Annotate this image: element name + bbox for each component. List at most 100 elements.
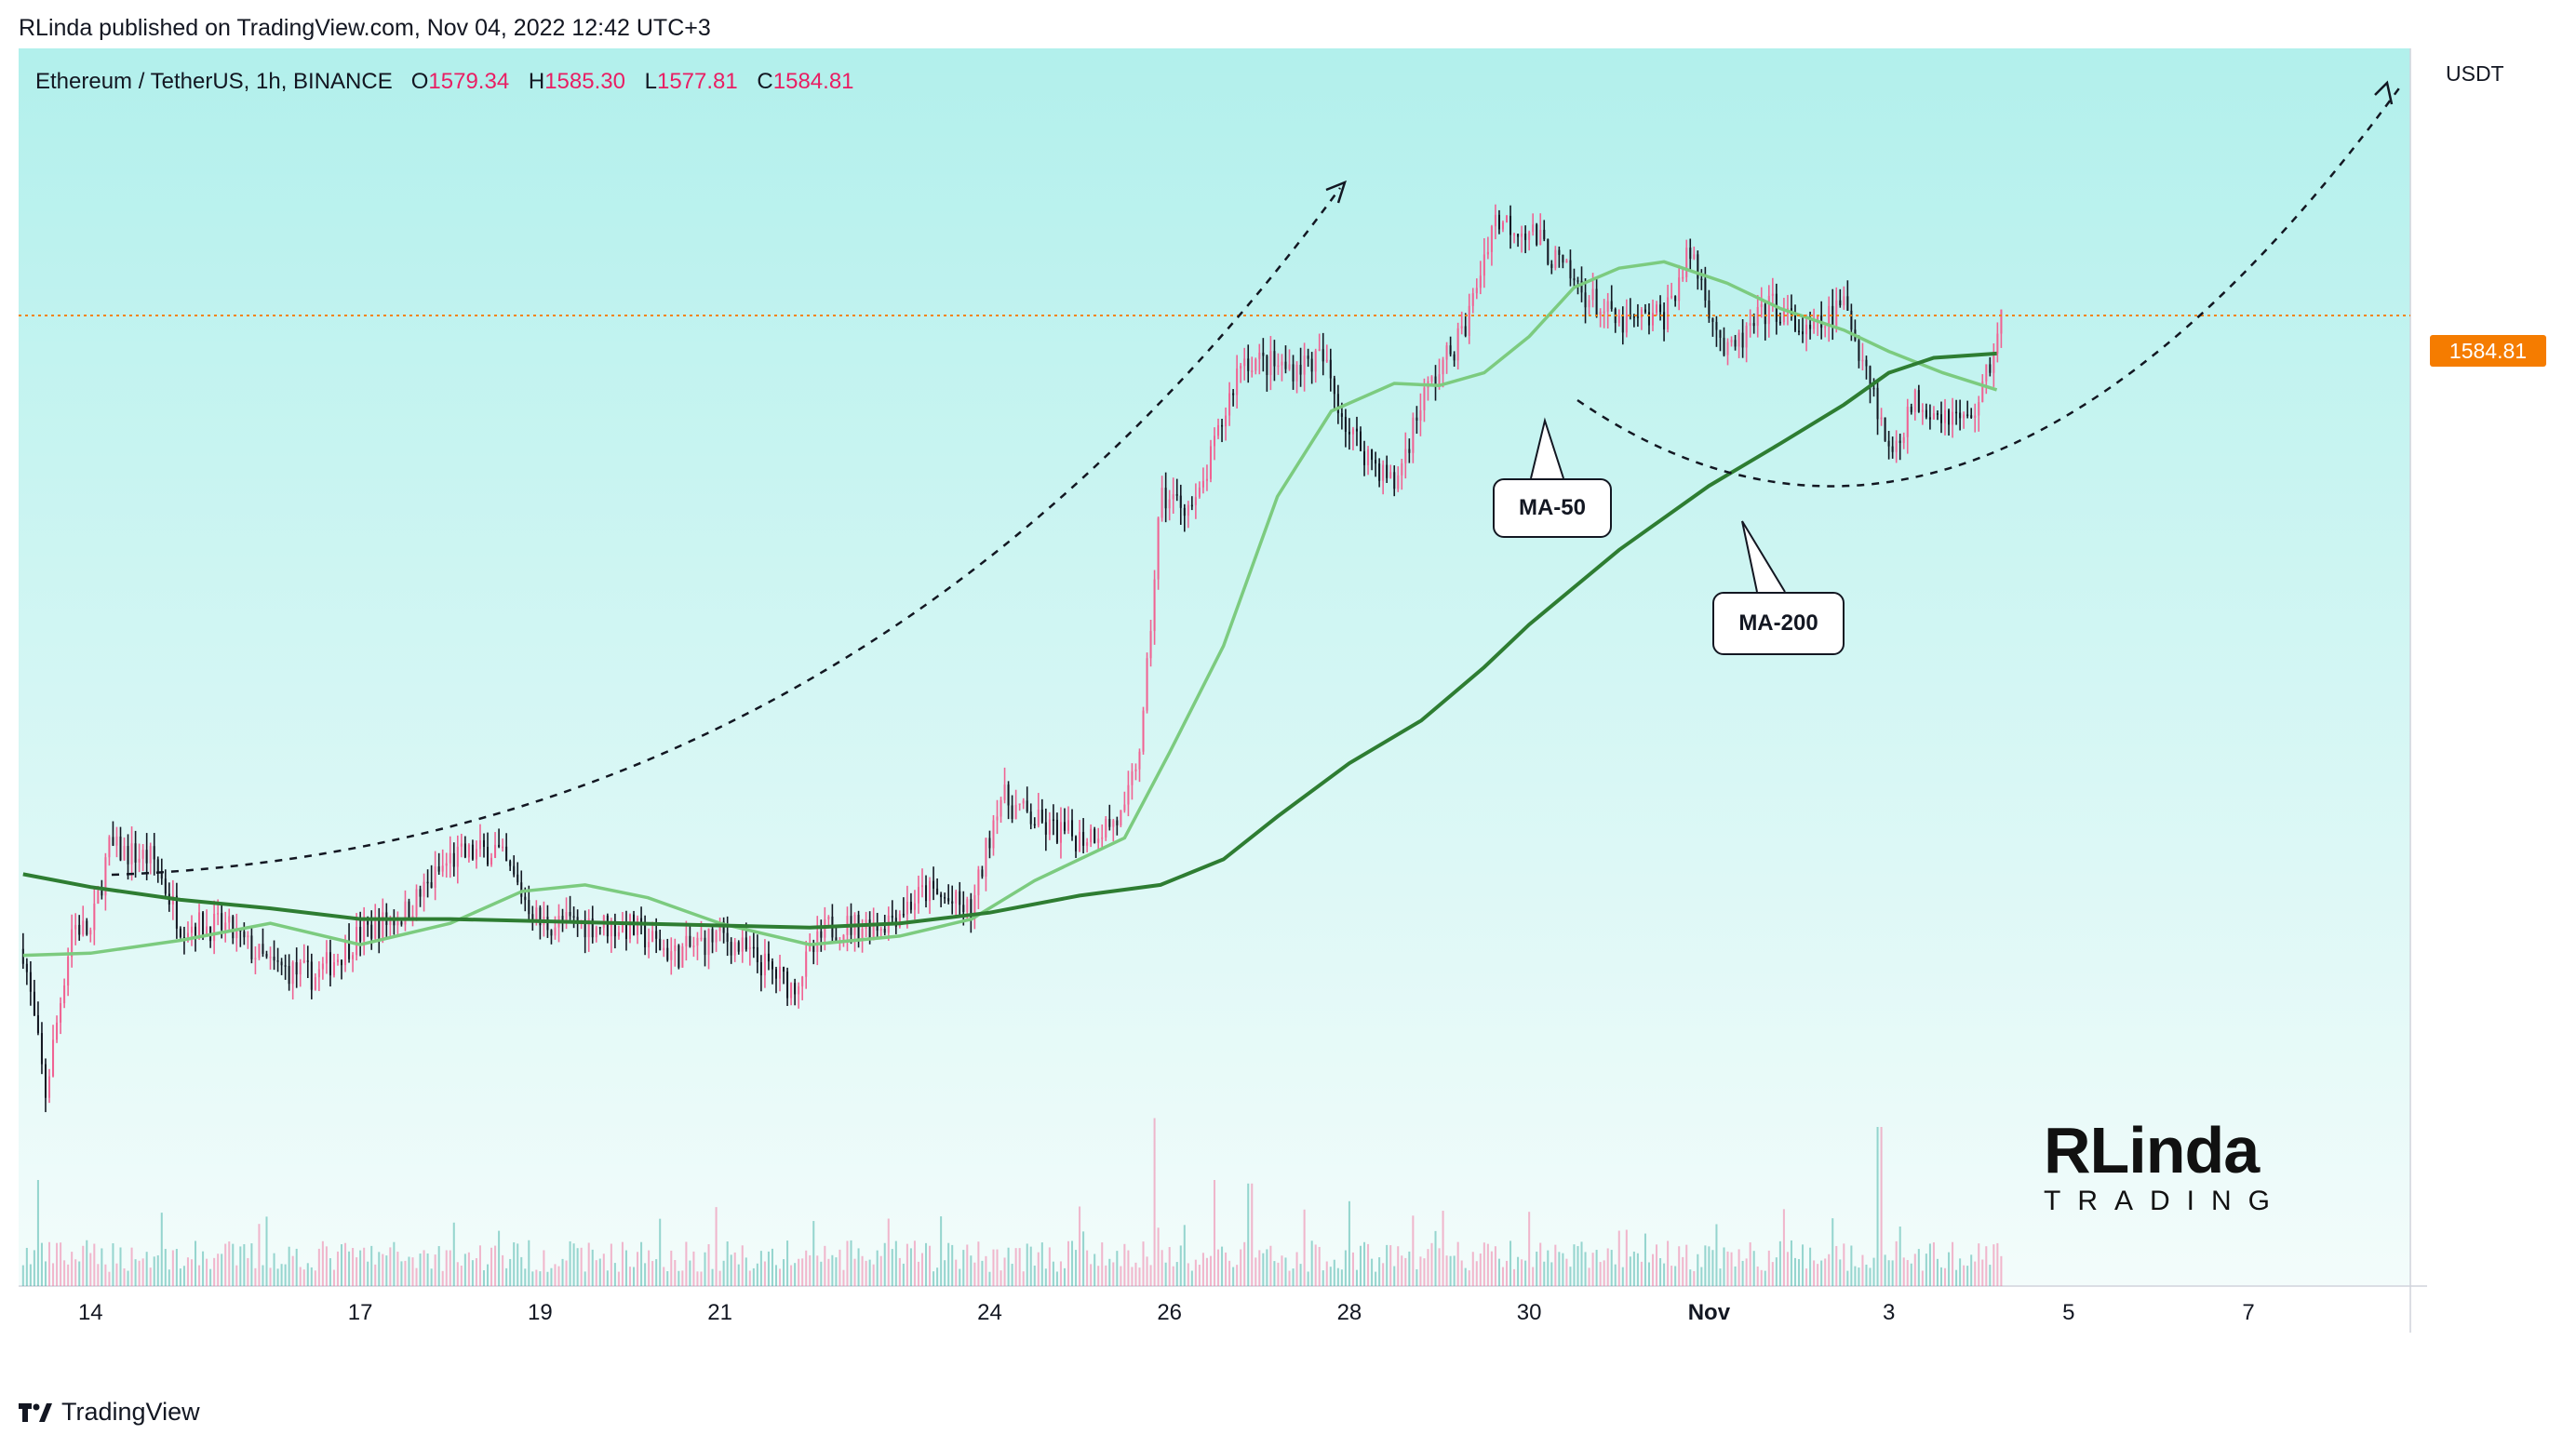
candle-body[interactable] bbox=[329, 952, 331, 976]
candle-body[interactable] bbox=[513, 865, 516, 875]
candle-body[interactable] bbox=[1273, 351, 1276, 367]
candle-body[interactable] bbox=[741, 937, 744, 952]
candle-body[interactable] bbox=[1423, 387, 1426, 410]
candle-body[interactable] bbox=[276, 960, 279, 962]
candle-body[interactable] bbox=[790, 983, 793, 999]
candle-body[interactable] bbox=[805, 951, 808, 977]
candle-body[interactable] bbox=[127, 846, 129, 865]
candle-body[interactable] bbox=[1528, 232, 1531, 240]
candle-body[interactable] bbox=[235, 930, 238, 939]
candle-body[interactable] bbox=[569, 912, 571, 917]
candle-body[interactable] bbox=[872, 922, 875, 939]
candle-body[interactable] bbox=[367, 920, 369, 925]
candle-body[interactable] bbox=[498, 844, 501, 847]
candle-body[interactable] bbox=[1558, 249, 1561, 255]
candle-body[interactable] bbox=[745, 937, 747, 950]
candle-body[interactable] bbox=[321, 963, 324, 970]
candle-body[interactable] bbox=[1363, 450, 1366, 465]
candle-body[interactable] bbox=[1201, 480, 1204, 488]
candle-body[interactable] bbox=[456, 846, 459, 867]
candle-body[interactable] bbox=[587, 918, 590, 938]
candle-body[interactable] bbox=[835, 937, 838, 942]
candle-body[interactable] bbox=[678, 945, 680, 968]
candle-body[interactable] bbox=[273, 957, 275, 961]
candle-body[interactable] bbox=[505, 846, 508, 862]
candle-body[interactable] bbox=[1434, 376, 1437, 385]
candle-body[interactable] bbox=[47, 1076, 51, 1098]
candle-body[interactable] bbox=[232, 916, 235, 939]
candle-body[interactable] bbox=[1449, 345, 1452, 355]
candle-body[interactable] bbox=[29, 972, 32, 992]
candle-body[interactable] bbox=[71, 929, 74, 958]
candle-body[interactable] bbox=[1438, 374, 1441, 385]
candle-body[interactable] bbox=[794, 983, 797, 995]
candle-body[interactable] bbox=[370, 924, 373, 939]
candle-body[interactable] bbox=[332, 962, 335, 976]
candle-body[interactable] bbox=[925, 885, 928, 902]
candle-body[interactable] bbox=[487, 847, 490, 865]
candle-body[interactable] bbox=[1786, 308, 1789, 310]
candle-body[interactable] bbox=[341, 959, 343, 966]
candle-body[interactable] bbox=[1591, 288, 1594, 301]
candle-body[interactable] bbox=[1303, 355, 1306, 375]
candle-body[interactable] bbox=[1603, 311, 1605, 314]
candle-body[interactable] bbox=[1149, 631, 1152, 659]
candle-body[interactable] bbox=[430, 882, 433, 888]
candle-body[interactable] bbox=[696, 937, 699, 946]
candle-body[interactable] bbox=[441, 865, 444, 872]
candle-body[interactable] bbox=[325, 952, 328, 964]
candle-body[interactable] bbox=[206, 926, 208, 936]
candle-body[interactable] bbox=[408, 901, 410, 919]
candle-body[interactable] bbox=[389, 919, 392, 925]
candle-body[interactable] bbox=[1055, 819, 1058, 843]
candle-body[interactable] bbox=[1344, 416, 1347, 432]
candle-body[interactable] bbox=[1547, 239, 1550, 264]
candle-body[interactable] bbox=[134, 843, 137, 863]
candle-body[interactable] bbox=[1281, 361, 1283, 366]
candle-body[interactable] bbox=[1659, 304, 1662, 313]
candle-body[interactable] bbox=[1992, 353, 1995, 373]
candle-body[interactable] bbox=[190, 926, 193, 933]
candle-body[interactable] bbox=[648, 942, 651, 948]
candle-body[interactable] bbox=[348, 940, 351, 959]
candle-body[interactable] bbox=[1307, 355, 1309, 359]
candle-body[interactable] bbox=[637, 918, 639, 935]
candle-body[interactable] bbox=[909, 901, 912, 910]
candle-body[interactable] bbox=[1378, 463, 1381, 481]
candle-body[interactable] bbox=[1839, 300, 1842, 306]
candle-body[interactable] bbox=[1453, 354, 1456, 361]
candle-body[interactable] bbox=[1127, 784, 1130, 805]
candle-body[interactable] bbox=[1749, 323, 1751, 326]
candle-body[interactable] bbox=[920, 885, 924, 888]
candle-body[interactable] bbox=[1970, 415, 1973, 418]
candle-body[interactable] bbox=[1172, 494, 1174, 500]
candle-body[interactable] bbox=[726, 932, 729, 943]
candle-body[interactable] bbox=[1292, 364, 1295, 382]
candle-body[interactable] bbox=[108, 837, 111, 858]
ma200-callout[interactable]: MA-200 bbox=[1712, 592, 1845, 655]
candle-body[interactable] bbox=[1161, 488, 1163, 518]
candle-body[interactable] bbox=[112, 837, 114, 846]
candle-body[interactable] bbox=[973, 894, 976, 919]
candle-body[interactable] bbox=[955, 891, 958, 904]
candle-body[interactable] bbox=[1225, 415, 1228, 427]
candle-body[interactable] bbox=[449, 852, 451, 864]
candle-body[interactable] bbox=[1044, 822, 1047, 835]
candle-body[interactable] bbox=[1737, 332, 1740, 347]
candle-body[interactable] bbox=[1898, 440, 1901, 444]
candle-body[interactable] bbox=[1018, 803, 1021, 805]
candle-body[interactable] bbox=[1932, 413, 1935, 420]
candle-body[interactable] bbox=[1351, 428, 1354, 435]
candle-body[interactable] bbox=[1782, 309, 1785, 323]
candle-body[interactable] bbox=[97, 891, 100, 904]
candle-body[interactable] bbox=[336, 959, 340, 963]
candle-body[interactable] bbox=[1209, 446, 1212, 479]
candle-body[interactable] bbox=[1232, 393, 1235, 396]
candle-body[interactable] bbox=[531, 914, 534, 922]
candle-body[interactable] bbox=[1153, 579, 1156, 632]
candle-body[interactable] bbox=[1573, 278, 1576, 281]
candle-body[interactable] bbox=[1490, 226, 1493, 252]
candle-body[interactable] bbox=[1562, 254, 1564, 263]
candle-body[interactable] bbox=[56, 1022, 59, 1040]
candle-body[interactable] bbox=[1752, 323, 1755, 327]
